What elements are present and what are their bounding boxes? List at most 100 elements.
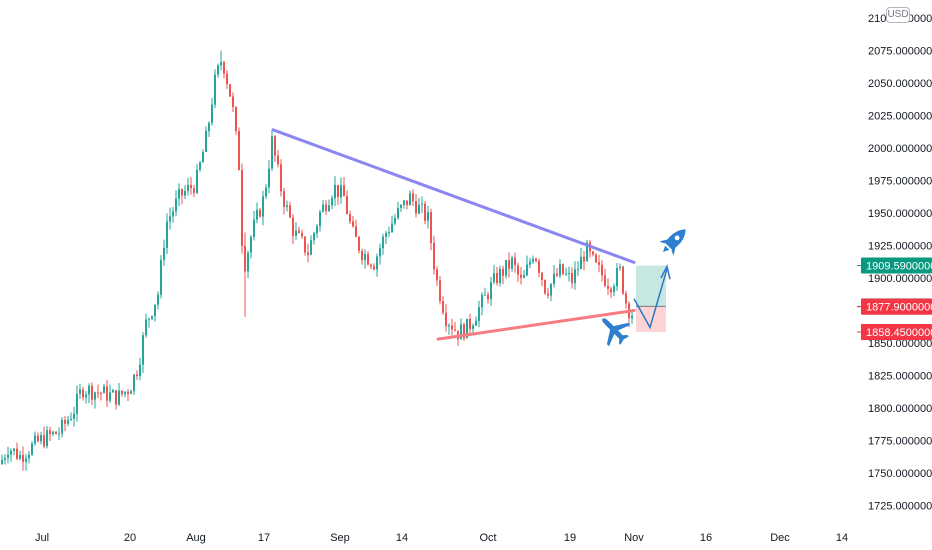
- price-labels: 1909.59000001878.18000001877.90000001858…: [857, 257, 932, 341]
- resistance-trendline: [271, 128, 636, 264]
- candle-body: [382, 236, 384, 249]
- candle-body: [400, 204, 402, 208]
- x-tick-label: 16: [700, 532, 712, 544]
- candle-body: [541, 272, 543, 281]
- candle-body: [58, 433, 60, 435]
- candle-body: [298, 230, 300, 233]
- candle-body: [370, 264, 372, 267]
- candle-body: [250, 236, 252, 253]
- candle-body: [406, 200, 408, 206]
- y-tick-label: 1750.0000000: [868, 468, 932, 480]
- candle-body: [97, 392, 99, 394]
- airplane-shape: [602, 318, 631, 347]
- candle-body: [154, 304, 156, 317]
- candle-body: [61, 419, 63, 434]
- candle-body: [49, 430, 51, 435]
- candle-body: [538, 261, 540, 273]
- candle-body: [493, 273, 495, 283]
- candle-body: [277, 155, 279, 165]
- candle-body: [625, 293, 627, 304]
- candle-body: [580, 256, 582, 270]
- candle-body: [310, 240, 312, 255]
- candle-body: [163, 247, 165, 260]
- y-tick-label: 1775.0000000: [868, 436, 932, 448]
- y-tick-label: 1725.0000000: [868, 501, 932, 513]
- candle-body: [373, 266, 375, 270]
- candle-body: [202, 151, 204, 163]
- candle-body: [25, 458, 27, 462]
- candle-body: [64, 419, 66, 424]
- candle-body: [517, 265, 519, 275]
- y-tick-label: 2000.0000000: [868, 143, 932, 155]
- candle-body: [106, 386, 108, 401]
- candle-body: [520, 274, 522, 278]
- candle-body: [559, 264, 561, 276]
- candle-body: [304, 236, 306, 253]
- candle-body: [463, 324, 465, 339]
- candle-body: [499, 268, 501, 283]
- candle-body: [241, 170, 243, 246]
- candle-body: [226, 73, 228, 85]
- y-tick-label: 1800.0000000: [868, 403, 932, 415]
- candle-body: [289, 205, 291, 218]
- candle-body: [442, 301, 444, 313]
- candle-body: [10, 450, 12, 455]
- candle-body: [178, 189, 180, 199]
- candle-body: [172, 211, 174, 217]
- candle-body: [280, 164, 282, 192]
- time-axis[interactable]: Jul 20 Aug 17 Sep 14 Oct 19 Nov 16 Dec 14: [35, 532, 848, 544]
- candle-body: [508, 260, 510, 269]
- candle-body: [184, 191, 186, 196]
- candle-body: [475, 320, 477, 326]
- candle-body: [562, 264, 564, 275]
- candle-body: [142, 335, 144, 365]
- candle-body: [478, 307, 480, 321]
- x-tick-label: 14: [396, 532, 408, 544]
- candle-body: [490, 282, 492, 300]
- candle-body: [133, 374, 135, 392]
- candle-body: [355, 226, 357, 237]
- candle-body: [70, 419, 72, 421]
- candle-body: [85, 394, 87, 398]
- candle-body: [247, 252, 249, 272]
- candle-body: [604, 275, 606, 286]
- candle-body: [214, 74, 216, 105]
- candle-body: [526, 264, 528, 276]
- x-tick-label: Aug: [186, 532, 206, 544]
- candle-body: [550, 283, 552, 296]
- x-tick-label: Nov: [624, 532, 644, 544]
- candle-body: [151, 316, 153, 319]
- candle-body: [100, 392, 102, 394]
- candle-body: [439, 280, 441, 302]
- candle-body: [139, 364, 141, 377]
- candle-body: [4, 457, 6, 460]
- projection-path: [633, 268, 668, 330]
- candle-body: [115, 390, 117, 405]
- position-target-zone: [636, 265, 666, 307]
- candle-body: [610, 288, 612, 293]
- candle-body: [94, 392, 96, 400]
- rocket-icon: [659, 229, 686, 256]
- candle-body: [430, 212, 432, 243]
- candle-body: [82, 389, 84, 398]
- candle-body: [88, 385, 90, 395]
- candle-body: [238, 130, 240, 171]
- candle-body: [301, 232, 303, 237]
- candle-body: [622, 266, 624, 294]
- candle-body: [529, 261, 531, 265]
- candle-body: [403, 200, 405, 205]
- candle-body: [598, 262, 600, 265]
- candlestick-series: [1, 50, 633, 471]
- candle-body: [433, 242, 435, 270]
- price-label-text: 1909.5900000: [866, 261, 932, 273]
- candle-body: [196, 169, 198, 193]
- currency-label[interactable]: USD: [886, 7, 910, 23]
- candle-body: [22, 455, 24, 462]
- candle-body: [466, 318, 468, 339]
- candle-body: [361, 250, 363, 261]
- x-tick-label: Dec: [770, 532, 790, 544]
- candle-body: [547, 293, 549, 296]
- y-tick-label: 1925.0000000: [868, 241, 932, 253]
- candle-body: [385, 233, 387, 237]
